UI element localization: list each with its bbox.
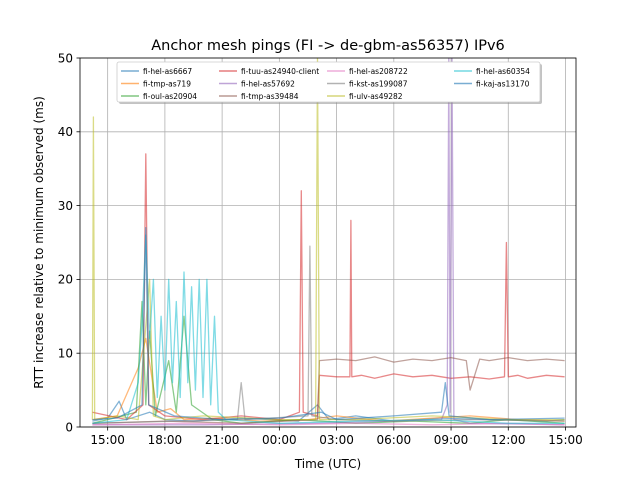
x-axis-label: Time (UTC) <box>294 457 361 471</box>
legend-label: fi-hel-as6667 <box>143 67 192 76</box>
y-tick-label: 30 <box>58 199 73 213</box>
series-line-fi-ulv-as49282 <box>91 58 565 421</box>
y-tick-label: 20 <box>58 273 73 287</box>
legend-label: fi-tmp-as39484 <box>241 92 299 101</box>
legend-label: fi-oul-as20904 <box>143 92 197 101</box>
x-tick-label: 15:00 <box>90 433 125 447</box>
legend-label: fi-tuu-as24940-client <box>241 67 319 76</box>
plot-area <box>91 58 565 426</box>
legend-label: fi-ulv-as49282 <box>349 92 403 101</box>
legend-label: fi-kaj-as13170 <box>476 79 530 88</box>
y-tick-label: 50 <box>58 51 73 65</box>
y-tick-label: 40 <box>58 125 73 139</box>
x-tick-label: 21:00 <box>205 433 240 447</box>
axes-frame <box>79 57 577 428</box>
x-tick-label: 12:00 <box>491 433 526 447</box>
series-line-fi-kst-as199087 <box>92 245 565 424</box>
y-tick-label: 0 <box>65 420 73 434</box>
x-tick-label: 06:00 <box>377 433 412 447</box>
x-tick-label: 15:00 <box>548 433 583 447</box>
x-tick-label: 09:00 <box>434 433 469 447</box>
y-tick-label: 10 <box>58 347 73 361</box>
legend-label: fi-kst-as199087 <box>349 79 408 88</box>
x-tick-label: 00:00 <box>262 433 297 447</box>
series-line-fi-kaj-as13170 <box>92 227 565 421</box>
y-axis: 0 10 20 30 40 50 <box>58 51 80 434</box>
series-line-fi-tuu-as24940-client <box>92 153 565 421</box>
x-axis: 15:00 18:00 21:00 00:00 03:00 06:00 09:00 12:00… <box>90 427 583 447</box>
legend: fi-hel-as6667 fi-tmp-as719 fi-oul-as20904 f… <box>116 61 542 104</box>
y-axis-label: RTT increase relative to minimum observe… <box>32 96 46 389</box>
legend-label: fi-tmp-as719 <box>143 79 191 88</box>
series-line-fi-hel-as60354 <box>92 234 565 424</box>
x-tick-label: 18:00 <box>148 433 183 447</box>
legend-label: fi-hel-as60354 <box>476 67 530 76</box>
legend-box <box>116 61 541 103</box>
chart-title: Anchor mesh pings (FI -> de-gbm-as56357)… <box>151 38 505 54</box>
x-tick-label: 03:00 <box>319 433 354 447</box>
series-line-fi-tmp-as39484 <box>92 356 565 424</box>
legend-label: fi-hel-as208722 <box>349 67 408 76</box>
legend-label: fi-hel-as57692 <box>241 79 295 88</box>
